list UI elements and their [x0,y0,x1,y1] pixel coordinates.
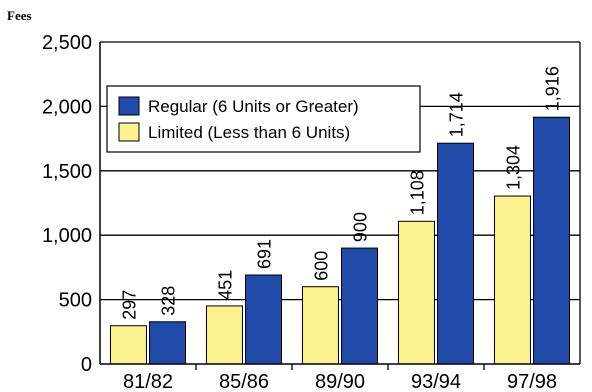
data-label: 600 [312,251,332,281]
bar-limited [494,195,531,365]
bar-regular [533,116,570,365]
legend-swatch-limited [118,122,140,142]
data-labels: 297 328 451 691 600 900 1,108 1,714 1,304 1,916 [120,66,563,320]
legend-swatch-regular [118,96,140,116]
bar-limited [398,220,435,365]
y-axis-label: Fees [7,8,32,23]
data-label: 1,714 [447,92,467,137]
y-tick-label: 500 [59,290,92,312]
bar-regular [341,247,378,365]
legend: Regular (6 Units or Greater) Limited (Le… [106,85,421,153]
data-label: 328 [159,286,179,316]
legend-label-limited: Limited (Less than 6 Units) [148,123,350,142]
legend-box [106,85,421,153]
bar-limited [110,325,147,365]
x-axis-ticks: 81/82 85/86 89/90 93/94 97/98 [123,364,557,392]
y-tick-label: 0 [81,354,92,376]
x-tick-label: 93/94 [411,371,461,392]
x-tick-label: 97/98 [507,371,557,392]
data-label: 1,304 [504,145,524,190]
y-tick-label: 1,000 [42,225,92,247]
bars [110,116,570,365]
y-tick-label: 2,000 [42,96,92,118]
bar-regular [245,274,282,365]
data-label: 691 [255,239,275,269]
y-tick-label: 1,500 [42,161,92,183]
x-tick-label: 81/82 [123,371,173,392]
x-tick-label: 85/86 [219,371,269,392]
data-label: 1,108 [408,170,428,215]
y-axis-ticks: 0 500 1,000 1,500 2,000 2,500 [42,32,92,376]
axes [99,42,581,365]
bar-regular [149,321,186,365]
legend-label-regular: Regular (6 Units or Greater) [148,97,359,116]
bar-limited [302,286,339,365]
y-tick-label: 2,500 [42,32,92,54]
data-label: 451 [216,270,236,300]
data-label: 900 [351,212,371,242]
bar-regular [437,142,474,365]
data-label: 1,916 [543,66,563,111]
data-label: 297 [120,290,140,320]
x-tick-label: 89/90 [315,371,365,392]
bar-limited [206,305,243,365]
